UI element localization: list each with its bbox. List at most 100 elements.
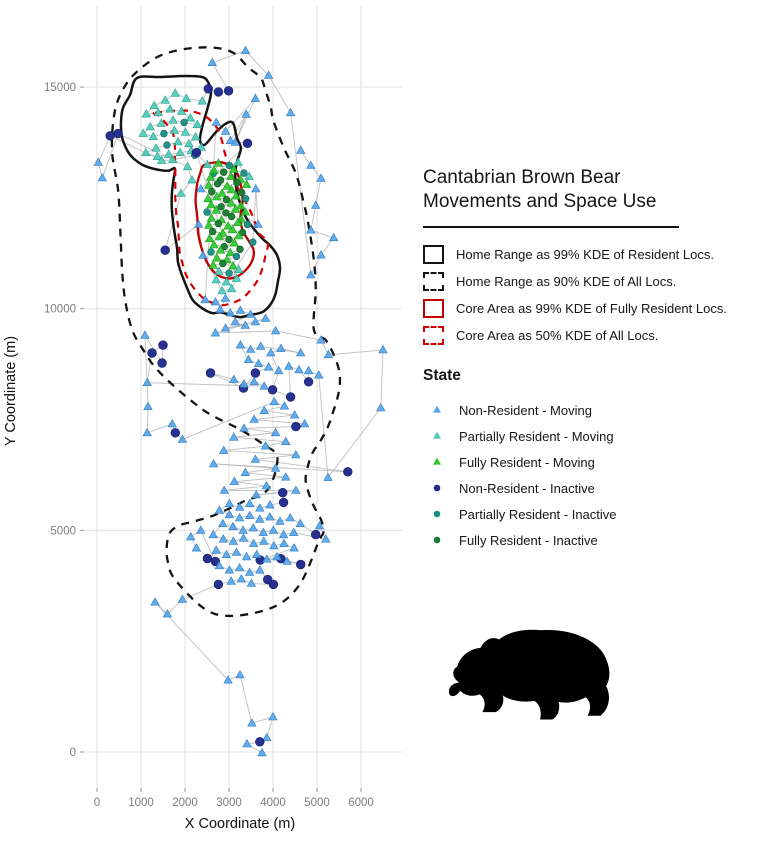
- non-resident-moving-point: [253, 219, 263, 228]
- legend-divider: [423, 226, 679, 228]
- non-resident-moving-point: [262, 554, 272, 563]
- partially-resident-moving-point: [221, 277, 232, 286]
- non-resident-moving-point: [177, 434, 188, 443]
- non-resident-moving-point: [285, 107, 296, 117]
- fully-resident-inactive-point: [213, 180, 222, 188]
- fully-resident-moving-point: [222, 181, 232, 190]
- non-resident-moving-point: [239, 423, 249, 432]
- non-resident-moving-point: [234, 512, 245, 522]
- chart-title-line1: Cantabrian Brown Bear: [423, 167, 621, 188]
- non-resident-moving-point: [249, 414, 259, 423]
- fully-resident-moving-point: [206, 199, 216, 209]
- non-resident-moving-point: [228, 521, 238, 531]
- non-resident-inactive-point: [157, 358, 167, 368]
- partially-resident-moving-point: [151, 143, 161, 152]
- non-resident-moving-point: [306, 269, 316, 279]
- y-tick-label: 10000: [44, 304, 76, 316]
- teal-triangle-key-icon: [429, 428, 445, 444]
- non-resident-moving-point: [259, 536, 269, 545]
- y-tick-label: 5000: [50, 525, 76, 537]
- non-resident-moving-point: [238, 525, 248, 534]
- partially-resident-moving-point: [231, 273, 242, 282]
- fully-resident-moving-point: [208, 260, 218, 269]
- partially-resident-moving-point: [211, 274, 221, 284]
- fully-resident-moving-point: [204, 220, 214, 229]
- partially-resident-moving-point: [217, 285, 227, 295]
- non-resident-moving-point: [295, 347, 306, 357]
- x-tick-label: 1000: [128, 797, 154, 809]
- fully-resident-moving-point: [231, 191, 241, 200]
- non-resident-moving-point: [225, 135, 236, 144]
- non-resident-inactive-point: [278, 488, 288, 498]
- non-resident-moving-point: [249, 376, 259, 386]
- non-resident-moving-point: [299, 418, 310, 428]
- partially-resident-moving-point: [165, 104, 175, 113]
- fully-resident-inactive-point: [217, 203, 225, 211]
- non-resident-inactive-point: [242, 138, 253, 149]
- non-resident-moving-point: [239, 379, 249, 388]
- legend-item-label: Core Area as 99% KDE of Fully Resident L…: [456, 300, 727, 316]
- partially-resident-moving-point: [185, 113, 196, 122]
- non-resident-moving-point: [240, 467, 251, 477]
- fully-resident-inactive-point: [209, 227, 217, 236]
- non-resident-moving-point: [289, 543, 299, 552]
- non-resident-moving-point: [235, 669, 245, 679]
- grid: 0 1000 2000 3000 4000 5000 6000 0 5000 10000 15000: [44, 6, 402, 809]
- non-resident-moving-point: [279, 538, 289, 547]
- contour-home-range-as-90-kde-of-all-locs-: [110, 46, 342, 618]
- fully-resident-inactive-point: [219, 259, 227, 268]
- non-resident-moving-point: [255, 503, 265, 512]
- non-resident-moving-point: [245, 344, 256, 353]
- non-resident-moving-point: [196, 183, 206, 193]
- non-resident-moving-point: [235, 340, 246, 349]
- fully-resident-inactive-point: [222, 209, 230, 217]
- non-resident-inactive-point: [203, 84, 214, 94]
- partially-resident-moving-point: [197, 96, 207, 105]
- fully-resident-inactive-point: [208, 188, 216, 196]
- non-resident-moving-point: [328, 232, 339, 242]
- non-resident-moving-point: [279, 401, 290, 410]
- non-resident-moving-point: [241, 551, 252, 561]
- state-item-label: Non-Resident - Inactive: [459, 480, 595, 496]
- darkgreen-circle-key-icon: [429, 532, 445, 548]
- fully-resident-inactive-point: [222, 195, 231, 204]
- non-resident-moving-point: [269, 396, 280, 406]
- non-resident-moving-point: [208, 458, 219, 468]
- partially-resident-inactive-point: [160, 129, 168, 138]
- fully-resident-moving-point: [230, 204, 241, 213]
- non-resident-moving-point: [278, 529, 289, 539]
- non-resident-moving-point: [295, 145, 306, 154]
- state-item-pr-inactive: Partially Resident - Inactive: [429, 501, 763, 527]
- fully-resident-moving-point: [241, 179, 252, 188]
- non-resident-moving-point: [314, 370, 324, 379]
- fully-resident-moving-point: [211, 205, 221, 214]
- non-resident-moving-point: [224, 509, 235, 519]
- non-resident-inactive-point: [296, 559, 306, 570]
- legend-item-label: Home Range as 99% KDE of Resident Locs.: [456, 246, 714, 262]
- non-resident-inactive-point: [210, 556, 221, 567]
- partially-resident-moving-point: [168, 115, 178, 124]
- non-resident-moving-point: [275, 516, 285, 525]
- x-tick-label: 5000: [304, 797, 330, 809]
- non-resident-moving-point: [208, 529, 218, 539]
- partially-resident-moving-point: [187, 175, 197, 184]
- non-resident-moving-point: [248, 523, 258, 532]
- non-resident-moving-point: [243, 354, 254, 364]
- partially-resident-moving-point: [149, 100, 159, 109]
- fully-resident-moving-point: [213, 158, 224, 167]
- legend-item-core99: Core Area as 99% KDE of Fully Resident L…: [423, 298, 763, 318]
- non-resident-moving-point: [257, 747, 267, 757]
- non-resident-moving-point: [241, 109, 251, 118]
- dashed-black-contour-key: [423, 271, 444, 291]
- non-resident-moving-point: [234, 502, 245, 511]
- dashed-red-contour-key: [423, 325, 444, 345]
- fully-resident-moving-point: [204, 233, 215, 242]
- partially-resident-moving-point: [214, 266, 224, 275]
- non-resident-moving-point: [285, 512, 295, 522]
- non-resident-moving-point: [229, 374, 239, 383]
- non-resident-inactive-point: [160, 245, 170, 255]
- non-resident-moving-point: [244, 510, 255, 520]
- solid-red-contour-key: [423, 298, 444, 318]
- partially-resident-moving-point: [181, 93, 192, 102]
- non-resident-inactive-point: [343, 467, 353, 477]
